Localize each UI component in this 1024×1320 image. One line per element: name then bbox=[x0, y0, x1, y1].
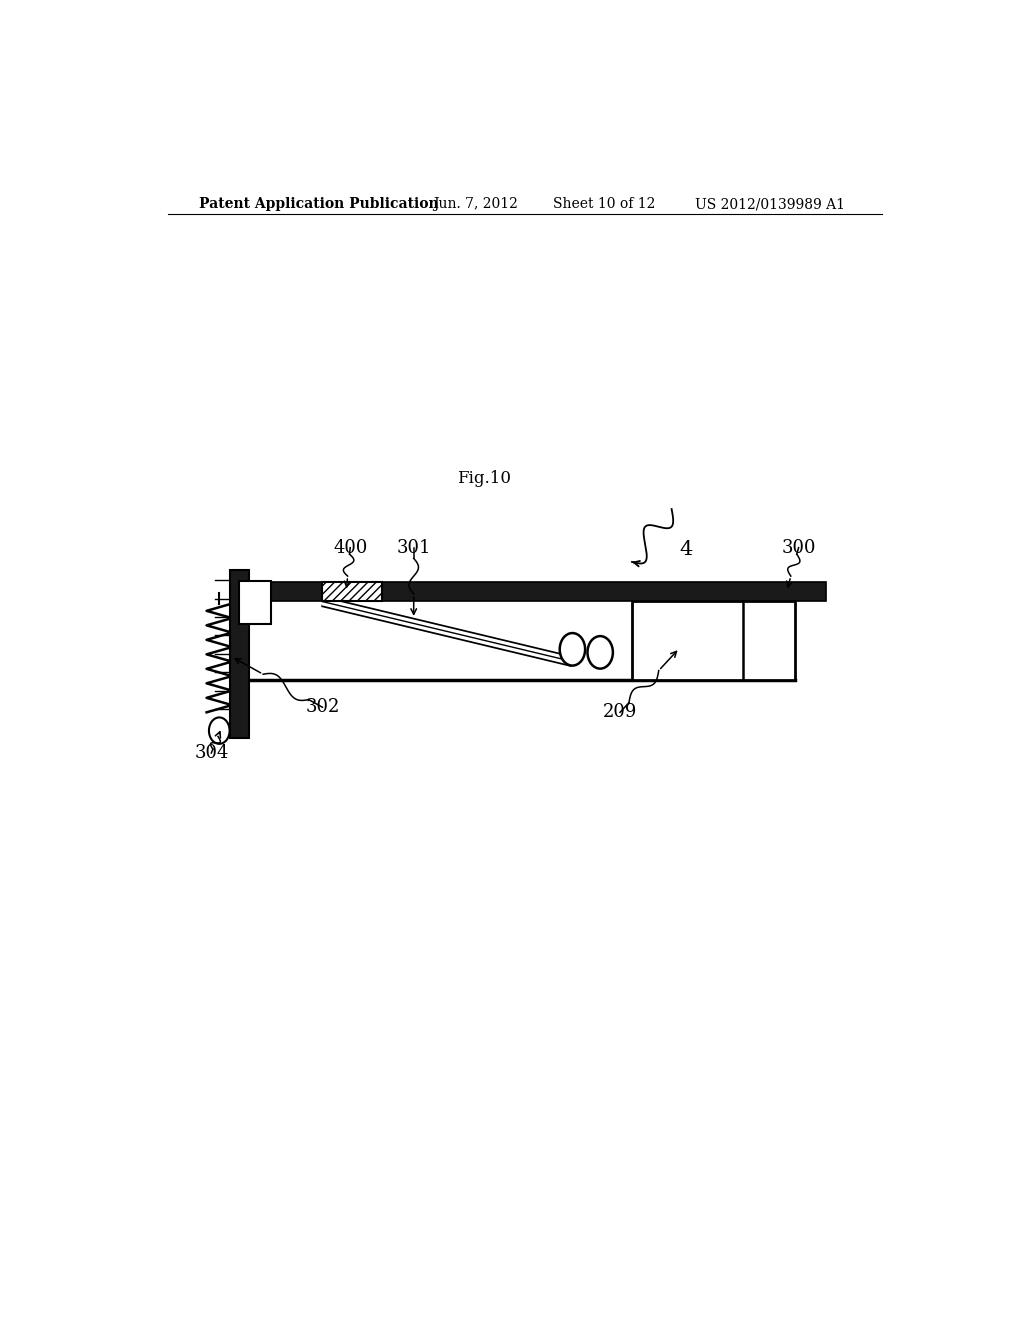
Text: US 2012/0139989 A1: US 2012/0139989 A1 bbox=[695, 197, 846, 211]
Text: Sheet 10 of 12: Sheet 10 of 12 bbox=[553, 197, 655, 211]
Circle shape bbox=[588, 636, 613, 669]
Text: Jun. 7, 2012: Jun. 7, 2012 bbox=[433, 197, 518, 211]
Text: 4: 4 bbox=[680, 540, 693, 560]
Text: 304: 304 bbox=[195, 744, 228, 762]
Bar bbox=[632, 601, 795, 680]
Text: 301: 301 bbox=[396, 539, 431, 557]
Text: 300: 300 bbox=[781, 539, 816, 557]
Text: Patent Application Publication: Patent Application Publication bbox=[200, 197, 439, 211]
Text: 209: 209 bbox=[603, 704, 637, 721]
Bar bbox=[229, 570, 249, 738]
Bar bbox=[240, 582, 826, 601]
Bar bbox=[323, 582, 382, 601]
Circle shape bbox=[209, 718, 229, 744]
Bar bbox=[240, 581, 270, 624]
Text: Fig.10: Fig.10 bbox=[458, 470, 511, 487]
Text: 302: 302 bbox=[305, 698, 340, 717]
Circle shape bbox=[560, 634, 585, 665]
Text: 400: 400 bbox=[333, 539, 368, 557]
